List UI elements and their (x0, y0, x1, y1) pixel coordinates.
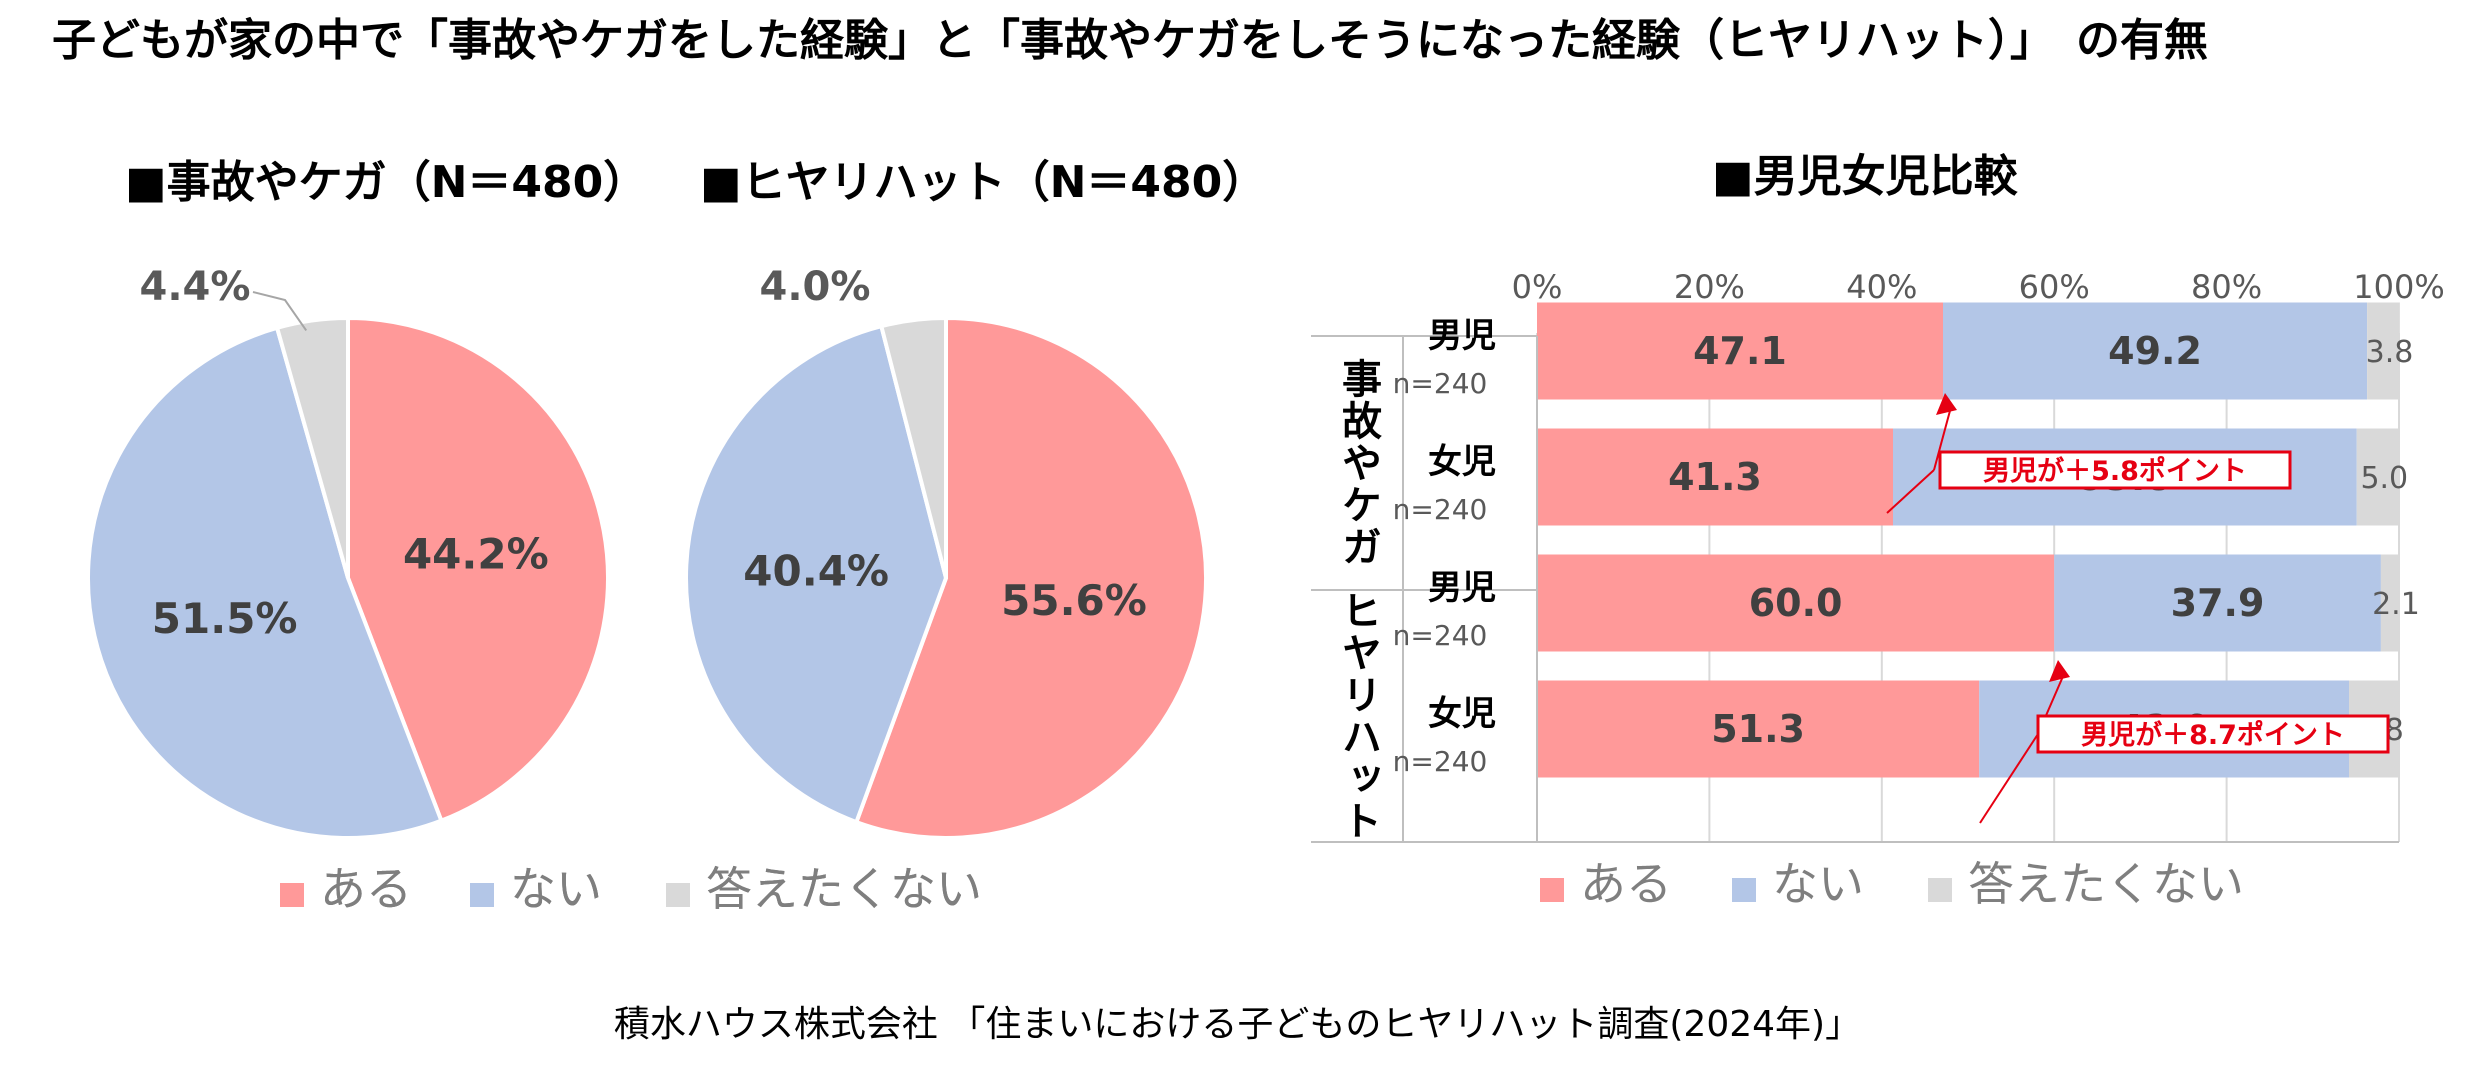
bar-xtick-label-2: 40% (1846, 268, 1917, 306)
pie2-value-label-2: 4.0% (760, 264, 871, 310)
pie2-legend-swatch-2 (666, 883, 690, 907)
pie2-legend-swatch-0 (280, 883, 304, 907)
bar-value-label-3-0: 51.3 (1711, 707, 1805, 751)
pie1-legend-label-1: ない (510, 862, 602, 916)
pie1-legend-label-2: 答えたくない (706, 862, 982, 916)
pie2-slice-1 (683, 323, 949, 825)
bar-xtick-label-3: 60% (2019, 268, 2090, 306)
bar-segment-3-0 (1537, 680, 1980, 778)
bar-segment-1-2 (2356, 428, 2400, 526)
bar-legend-swatch-2 (1928, 878, 1952, 902)
bar-annotation-leader-0 (1886, 469, 1935, 514)
pie2-slice-2 (878, 315, 948, 579)
bar-group-label-0: 事故やケガ (1335, 358, 1381, 568)
bar-value-label-0-2: 3.8 (2366, 335, 2414, 370)
pie2-value-label-0: 55.6% (1001, 576, 1147, 625)
bar-segment-2-1 (2054, 554, 2381, 652)
bar-category-label-2: 男児 (1428, 568, 1496, 608)
bar-title: ■男児女児比較 (1712, 151, 2018, 202)
bar-category-note-3: n=240 (1393, 745, 1488, 778)
bar-annotation-arrowhead-0 (1936, 393, 1957, 415)
pie1-leader-line (252, 291, 308, 332)
pie1-value-label-2: 4.4% (140, 264, 251, 310)
pie2-slice-0 (853, 315, 1208, 840)
bar-annotation-arrowhead-1 (2049, 660, 2070, 682)
bar-segment-1-0 (1537, 428, 1894, 526)
bar-annotation-leader-1 (1979, 733, 2039, 824)
bar-annotation-box-0 (1938, 450, 2292, 490)
pie2-legend-label-0: ある (320, 862, 412, 916)
pie1-title: ■事故やケガ（N＝480） (125, 157, 648, 208)
bar-legend-swatch-0 (1540, 878, 1564, 902)
bar-segment-0-2 (2367, 302, 2400, 400)
bar-category-note-1: n=240 (1393, 493, 1488, 526)
pie1-legend-label-0: ある (320, 862, 412, 916)
bar-xtick-label-5: 100% (2353, 268, 2444, 306)
bar-category-label-3: 女児 (1428, 694, 1496, 734)
bar-value-label-1-0: 41.3 (1668, 455, 1762, 499)
bar-xtick-label-4: 80% (2191, 268, 2262, 306)
pie1-value-label-1: 51.5% (152, 594, 298, 643)
bar-xtick-label-1: 20% (1674, 268, 1745, 306)
bar-value-label-0-0: 47.1 (1693, 329, 1787, 373)
bar-segment-0-1 (1943, 302, 2368, 400)
pie2-legend-label-1: ない (510, 862, 602, 916)
bar-value-label-2-2: 2.1 (2372, 587, 2420, 622)
bar-segment-2-2 (2380, 554, 2399, 652)
pie2-legend-swatch-1 (470, 883, 494, 907)
bar-annotation-arrow-line-0 (1933, 406, 1952, 471)
source-note: 積水ハウス株式会社 「住まいにおける子どものヒヤリハット調査(2024年)」 (613, 1004, 1862, 1045)
bar-value-label-2-1: 37.9 (2171, 581, 2265, 625)
page-title: 子どもが家の中で「事故やケガをした経験」と「事故やケガをしそうになった経験（ヒヤ… (52, 15, 2208, 66)
bar-legend-swatch-1 (1732, 878, 1756, 902)
bar-group-label-1: ヒヤリハット (1335, 590, 1381, 842)
pie1-slice-0 (346, 315, 610, 824)
bar-xtick-label-0: 0% (1512, 268, 1563, 306)
pie2-title: ■ヒヤリハット（N＝480） (700, 157, 1267, 208)
bar-value-label-0-1: 49.2 (2108, 329, 2202, 373)
pie1-slice-2 (274, 315, 350, 579)
pie1-slice-1 (86, 325, 444, 840)
bar-segment-2-0 (1537, 554, 2055, 652)
bar-category-note-0: n=240 (1393, 367, 1488, 400)
pie2-legend-label-2: 答えたくない (706, 862, 982, 916)
bar-category-note-2: n=240 (1393, 619, 1488, 652)
pie1-value-label-0: 44.2% (403, 529, 549, 578)
bar-legend-label-0: ある (1580, 857, 1672, 911)
bar-value-label-1-2: 5.0 (2360, 461, 2408, 496)
bar-category-label-0: 男児 (1428, 316, 1496, 356)
pie2-value-label-1: 40.4% (743, 546, 889, 595)
bar-legend-label-1: ない (1772, 857, 1864, 911)
bar-annotation-text-0: 男児が＋5.8ポイント (1983, 455, 2247, 487)
bar-category-label-1: 女児 (1428, 442, 1496, 482)
chart-area: 44.2% 51.5% 4.4% ある ない 答えたくない 55.6% 40.4% 4.0% ある… (86, 264, 2445, 916)
bar-annotation-text-1: 男児が＋8.7ポイント (2081, 719, 2345, 751)
bar-legend-label-2: 答えたくない (1968, 857, 2244, 911)
bar-value-label-2-0: 60.0 (1749, 581, 1843, 625)
bar-segment-0-0 (1537, 302, 1944, 400)
bar-annotation-box-1 (2036, 714, 2390, 754)
